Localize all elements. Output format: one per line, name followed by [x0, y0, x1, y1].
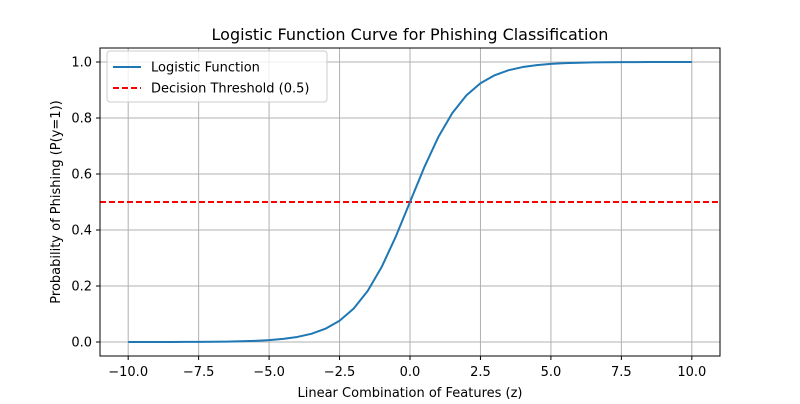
logistic-curve — [128, 61, 692, 343]
x-tick-label: 5.0 — [541, 365, 562, 380]
y-tick-label: 1.0 — [71, 56, 92, 71]
y-axis-ticks: 0.0 0.2 0.4 0.6 0.8 1.0 — [71, 56, 100, 351]
x-axis-label: Linear Combination of Features (z) — [298, 386, 523, 400]
x-tick-label: 0.0 — [400, 365, 421, 380]
legend-box — [106, 50, 328, 103]
chart-title: Logistic Function Curve for Phishing Cla… — [212, 25, 609, 44]
series-layer — [128, 61, 692, 343]
legend-label-logistic: Logistic Function — [151, 61, 260, 76]
x-axis-ticks: −10.0 −7.5 −5.0 −2.5 0.0 2.5 5.0 7.5 10.0 — [108, 356, 706, 380]
legend: Logistic Function Decision Threshold (0.… — [106, 50, 328, 103]
y-tick-label: 0.6 — [71, 168, 92, 183]
x-tick-label: −7.5 — [183, 365, 215, 380]
x-tick-label: 2.5 — [470, 365, 491, 380]
y-tick-label: 0.0 — [71, 336, 92, 351]
y-tick-label: 0.4 — [71, 224, 92, 239]
x-tick-label: −5.0 — [253, 365, 285, 380]
y-tick-label: 0.8 — [71, 112, 92, 127]
x-tick-label: −2.5 — [324, 365, 356, 380]
y-tick-label: 0.2 — [71, 280, 92, 295]
x-tick-label: 7.5 — [611, 365, 632, 380]
legend-label-threshold: Decision Threshold (0.5) — [151, 82, 310, 97]
x-tick-label: 10.0 — [677, 365, 706, 380]
x-tick-label: −10.0 — [108, 365, 148, 380]
y-axis-label: Probability of Phishing (P(y=1)) — [49, 100, 64, 303]
